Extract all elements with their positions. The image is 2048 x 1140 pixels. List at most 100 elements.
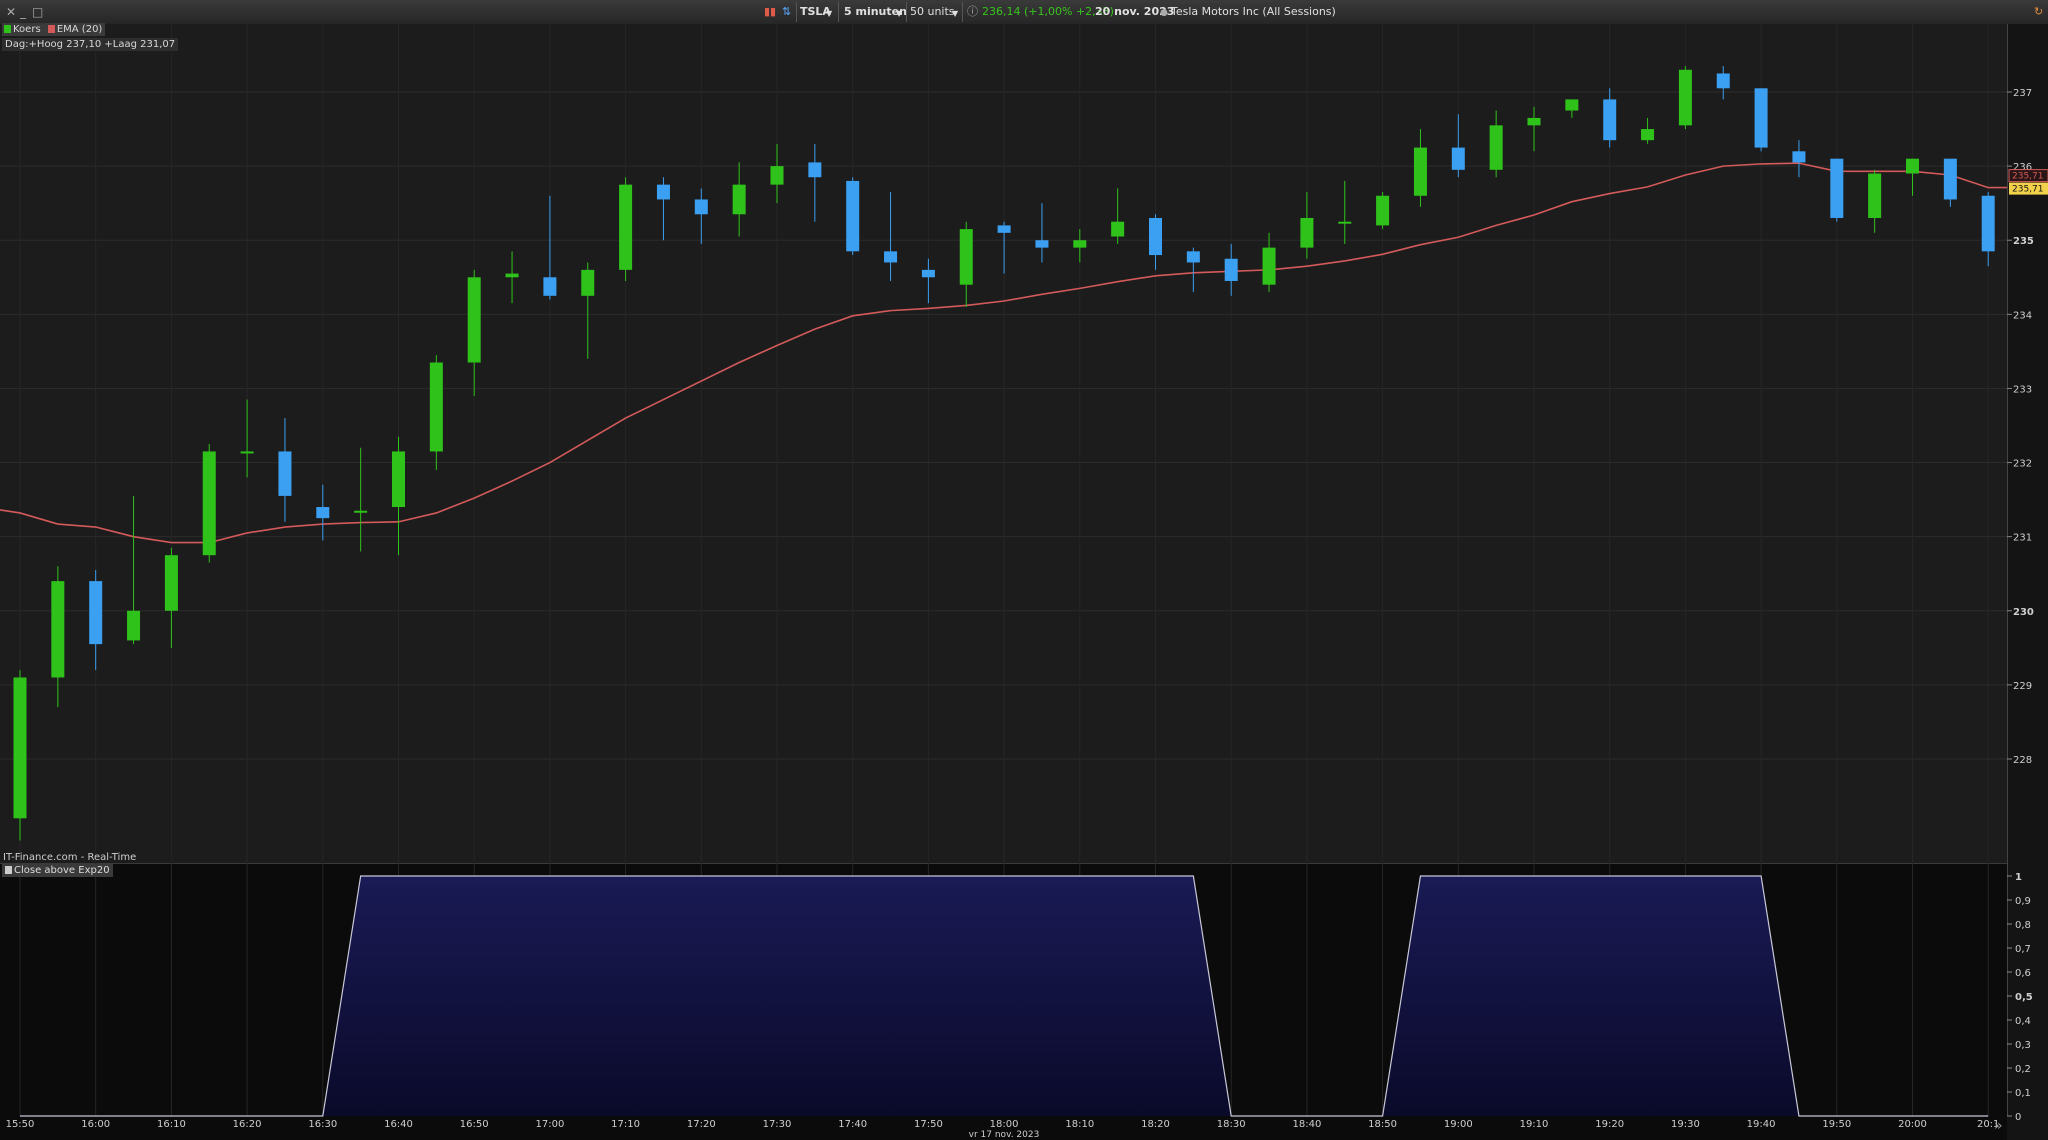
x-tick-label: 15:50: [6, 1119, 35, 1130]
candle-body: [316, 507, 330, 519]
ema-price-label: 235,71: [2012, 172, 2044, 182]
x-tick-label: 19:50: [1822, 1119, 1851, 1130]
last-price-label-bg: [2009, 182, 2048, 195]
candle-body: [467, 277, 481, 363]
y-tick-label: 232: [2013, 459, 2032, 470]
symbol-select[interactable]: TSLA: [800, 5, 831, 18]
indicator-y-tick-label: 0,5: [2015, 992, 2033, 1003]
candle-body: [1300, 217, 1314, 248]
x-tick-label: 17:00: [535, 1119, 564, 1130]
x-tick-label: 16:40: [384, 1119, 413, 1130]
x-tick-label: 18:40: [1292, 1119, 1321, 1130]
candle-body: [1981, 195, 1995, 252]
candle-body: [846, 180, 860, 252]
y-tick-label: 230: [2013, 607, 2034, 618]
session-dot-icon: ●: [1160, 8, 1168, 18]
indicator-y-tick-label: 0,2: [2015, 1064, 2031, 1075]
maximize-window-icon[interactable]: □: [32, 5, 44, 19]
candle-body: [429, 362, 443, 452]
candle-body: [808, 162, 822, 178]
x-tick-label: 18:30: [1217, 1119, 1246, 1130]
ema-swatch: [47, 25, 55, 33]
koers-swatch: [4, 25, 11, 33]
candle-body: [921, 269, 935, 278]
y-tick-label: 229: [2013, 681, 2032, 692]
indicator-y-tick-label: 0,6: [2015, 968, 2031, 979]
candle-body: [1073, 240, 1087, 248]
candle-body: [959, 229, 973, 285]
toolbar: ✕ _ □ ▮▮ ⇅ TSLA ▼ 5 minuten ▼ 50 units ▼…: [0, 0, 2048, 25]
ema-price-label-bg: [2008, 169, 2048, 183]
y-tick-label: 234: [2013, 310, 2032, 321]
candle-body: [1754, 88, 1768, 148]
candles-icon[interactable]: ▮▮: [764, 5, 777, 18]
indicator-area: [20, 876, 1989, 1116]
candle-body: [694, 199, 708, 215]
chevron-down-icon[interactable]: ▼: [896, 9, 903, 18]
chevron-down-icon[interactable]: ▼: [952, 9, 959, 18]
candle-body: [127, 610, 141, 641]
candle-body: [240, 451, 254, 454]
scroll-right-icon[interactable]: »: [1994, 1118, 2003, 1134]
candle-body: [1716, 73, 1730, 89]
refresh-icon[interactable]: ↻: [2034, 5, 2044, 18]
x-tick-label: 16:20: [233, 1119, 262, 1130]
candle-body: [656, 184, 670, 200]
indicator-label: Close above Exp20: [14, 865, 110, 876]
indicator-y-tick-label: 0,4: [2015, 1016, 2031, 1027]
x-tick-label: 18:00: [990, 1119, 1019, 1130]
info-icon[interactable]: ⓘ: [967, 5, 978, 18]
x-tick-label: 16:30: [308, 1119, 337, 1130]
chevron-down-icon[interactable]: ▼: [826, 9, 833, 18]
candle-body: [1149, 217, 1162, 256]
x-tick-label: 20:1: [1977, 1119, 1999, 1130]
price-chart[interactable]: 228 229 230 231 232 233 234 235 236 237 0 0,1 0,2 0,3…: [0, 24, 2048, 1140]
sort-icon[interactable]: ⇅: [782, 5, 792, 18]
candle-body: [1868, 173, 1882, 218]
candle-body: [354, 510, 368, 513]
indicator-y-tick-label: 0,8: [2015, 920, 2031, 931]
y-tick-label: 228: [2013, 755, 2032, 766]
indicator-legend: Close above Exp20: [2, 864, 113, 877]
koers-label: Koers: [13, 24, 41, 35]
minimize-window-icon[interactable]: _: [20, 5, 26, 19]
y-tick-label: 236: [2013, 162, 2032, 173]
x-tick-label: 20:00: [1898, 1119, 1927, 1130]
candle-body: [1792, 151, 1806, 163]
x-tick-label: 19:20: [1595, 1119, 1624, 1130]
candle-body: [1035, 240, 1049, 248]
candle-body: [164, 555, 178, 611]
price-legend: Koers EMA (20): [2, 23, 106, 36]
indicator-y-tick-label: 0: [2015, 1112, 2021, 1123]
x-tick-label: 18:50: [1368, 1119, 1397, 1130]
instrument-name: Tesla Motors Inc (All Sessions): [1171, 5, 1336, 18]
candle-body: [1186, 251, 1200, 263]
candle-body: [1111, 221, 1125, 237]
candle-body: [1527, 117, 1541, 126]
x-tick-label: 19:40: [1747, 1119, 1776, 1130]
candle-body: [1224, 258, 1238, 281]
x-tick-label: 19:00: [1444, 1119, 1473, 1130]
indicator-swatch: [5, 866, 12, 874]
candle-body: [1489, 125, 1503, 170]
quote-date: 20 nov. 2023: [1095, 5, 1175, 18]
candle-body: [278, 451, 292, 496]
indicator-y-tick-label: 0,1: [2015, 1088, 2031, 1099]
candle-body: [505, 273, 519, 278]
candle-body: [202, 451, 216, 556]
candle-body: [1943, 158, 1957, 200]
candle-body: [732, 184, 746, 215]
candle-body: [770, 166, 784, 185]
y-tick-label: 237: [2013, 88, 2032, 99]
candle-body: [1565, 99, 1579, 111]
x-tick-label: 17:10: [611, 1119, 640, 1130]
indicator-y-tick-label: 0,3: [2015, 1040, 2031, 1051]
units-select[interactable]: 50 units: [910, 5, 955, 18]
y-tick-label: 233: [2013, 384, 2032, 395]
x-tick-label: 18:10: [1065, 1119, 1094, 1130]
x-tick-label: 18:20: [1141, 1119, 1170, 1130]
x-tick-label: 16:00: [81, 1119, 110, 1130]
interval-select[interactable]: 5 minuten: [844, 5, 907, 18]
close-window-icon[interactable]: ✕: [6, 5, 17, 19]
indicator-y-tick-label: 1: [2015, 872, 2022, 883]
